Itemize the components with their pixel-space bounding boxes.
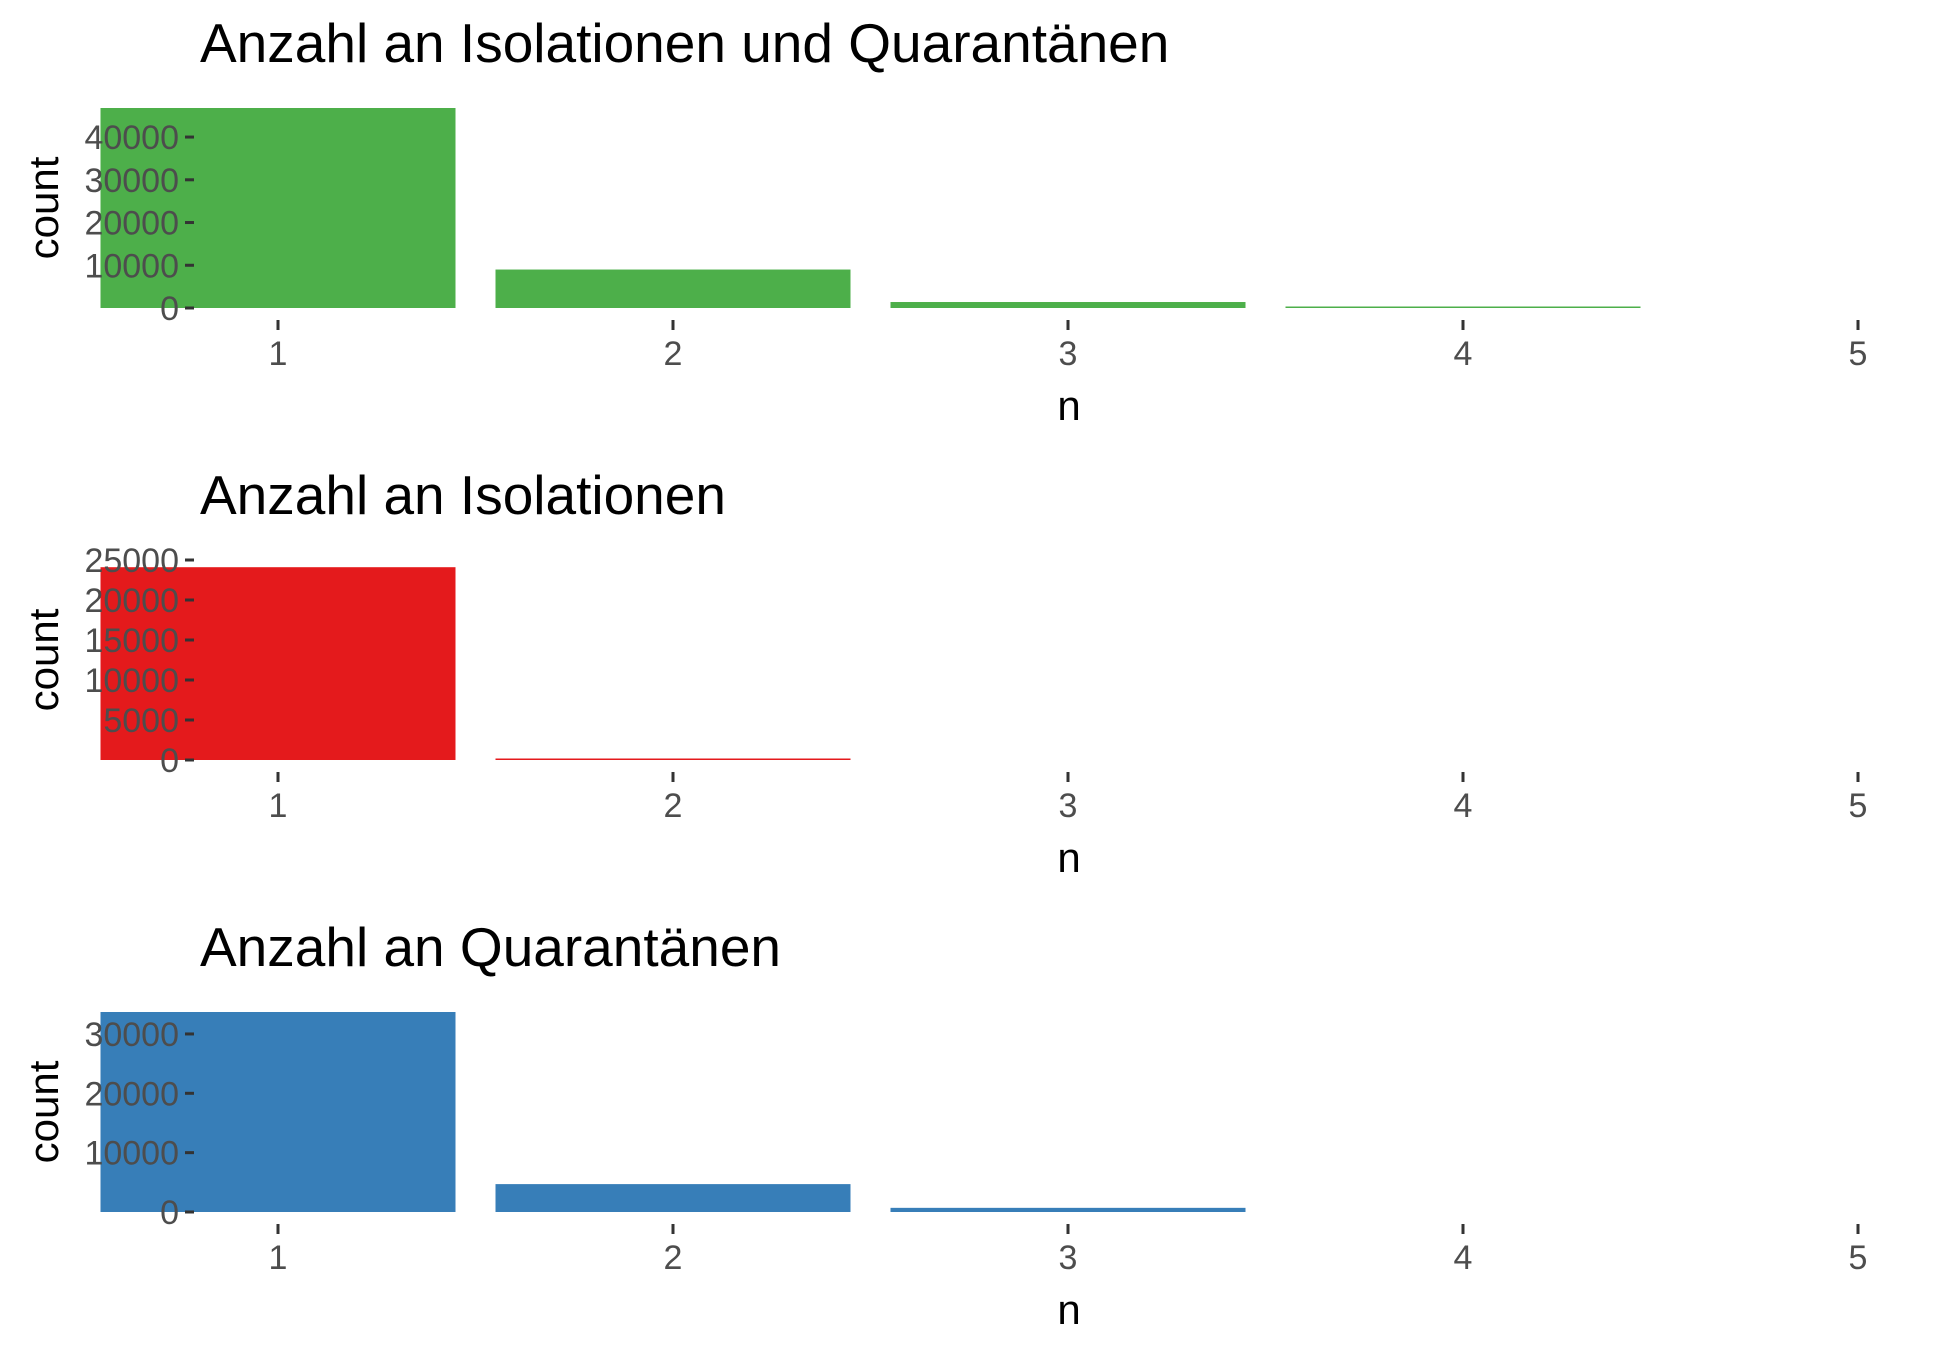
x-tick-label: 2 <box>664 1239 683 1277</box>
x-tick-label: 2 <box>664 787 683 825</box>
x-tick-label: 5 <box>1849 335 1868 373</box>
x-tick-label: 3 <box>1059 787 1078 825</box>
y-tick-label: 30000 <box>84 1016 179 1054</box>
chart-svg: Anzahl an Isolationen 0500010000150002000… <box>20 464 1868 881</box>
y-axis-title: count <box>20 156 67 259</box>
y-tick-label: 0 <box>160 742 179 780</box>
x-tick-label: 1 <box>269 787 288 825</box>
y-axis-title: count <box>20 1060 67 1163</box>
x-tick-label: 5 <box>1849 1239 1868 1277</box>
x-tick-label: 2 <box>664 335 683 373</box>
chart-svg: Anzahl an Isolationen und Quarantänen 0 10… <box>20 12 1868 429</box>
chart-svg: Anzahl an Quarantänen 0 10000 20000 30000 1 2 3… <box>20 916 1868 1333</box>
y-axis-title: count <box>20 608 67 711</box>
x-tick-label: 3 <box>1059 1239 1078 1277</box>
bar-n-3 <box>890 1207 1246 1212</box>
chart-title: Anzahl an Isolationen und Quarantänen <box>200 12 1169 74</box>
bar-n-4 <box>1285 306 1641 308</box>
y-tick-label: 20000 <box>84 582 179 620</box>
bar-n-2 <box>495 1184 851 1212</box>
x-tick-label: 3 <box>1059 335 1078 373</box>
y-tick-label: 0 <box>160 290 179 328</box>
y-tick-label: 0 <box>160 1194 179 1232</box>
bar-n-3 <box>890 302 1246 308</box>
x-axis-title: n <box>1057 1286 1080 1333</box>
bar-n-2 <box>495 758 851 760</box>
y-tick-label: 15000 <box>84 622 179 660</box>
y-tick-label: 30000 <box>84 162 179 200</box>
x-tick-label: 1 <box>269 1239 288 1277</box>
bar-n-1 <box>100 1012 456 1212</box>
x-tick-label: 4 <box>1454 335 1473 373</box>
x-axis-title: n <box>1057 382 1080 429</box>
y-tick-label: 10000 <box>84 1135 179 1173</box>
chart-panel-3: Anzahl an Quarantänen 0 10000 20000 30000 1 2 3… <box>0 904 1950 1356</box>
bar-n-1 <box>100 567 456 760</box>
chart-title: Anzahl an Quarantänen <box>200 916 781 978</box>
y-tick-label: 10000 <box>84 247 179 285</box>
y-tick-label: 25000 <box>84 542 179 580</box>
chart-title: Anzahl an Isolationen <box>200 464 726 526</box>
y-tick-label: 5000 <box>103 702 179 740</box>
y-tick-label: 20000 <box>84 1075 179 1113</box>
y-tick-label: 10000 <box>84 662 179 700</box>
chart-panel-1: Anzahl an Isolationen und Quarantänen 0 10… <box>0 0 1950 452</box>
x-tick-label: 4 <box>1454 787 1473 825</box>
x-tick-label: 1 <box>269 335 288 373</box>
chart-panel-2: Anzahl an Isolationen 0 5000 10000 15000 2000… <box>0 452 1950 904</box>
bar-n-1 <box>100 108 456 308</box>
x-tick-label: 5 <box>1849 787 1868 825</box>
y-tick-label: 20000 <box>84 205 179 243</box>
bar-n-2 <box>495 269 851 308</box>
y-tick-label: 40000 <box>84 119 179 157</box>
x-tick-label: 4 <box>1454 1239 1473 1277</box>
x-axis-title: n <box>1057 834 1080 881</box>
